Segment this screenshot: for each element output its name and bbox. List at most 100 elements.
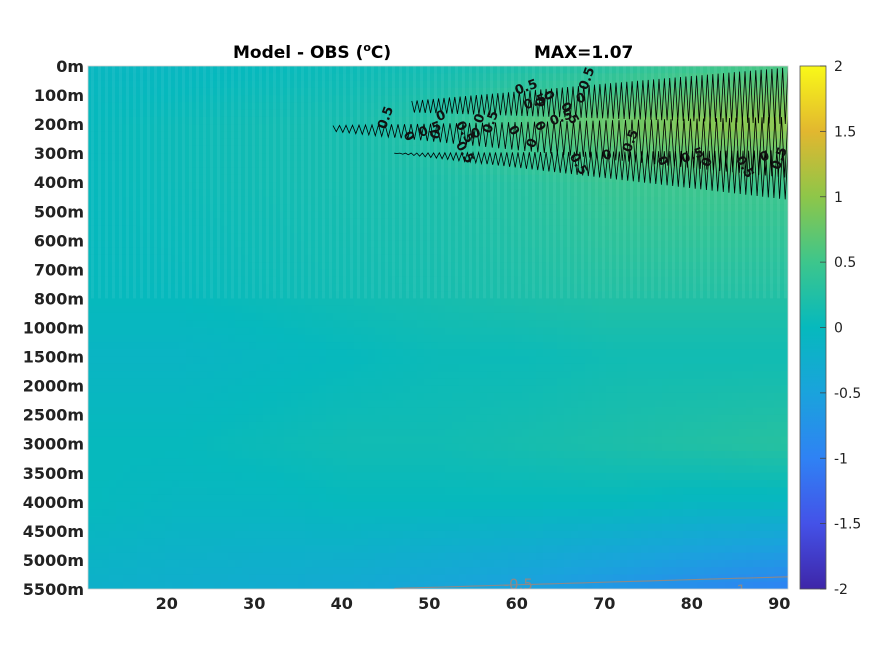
heatmap-cell <box>424 458 432 467</box>
heatmap-cell <box>186 298 194 307</box>
heatmap-cell <box>151 581 159 589</box>
heatmap-cell <box>109 552 117 561</box>
heatmap-cell <box>459 356 467 365</box>
heatmap-cell <box>284 407 292 416</box>
heatmap-cell <box>165 574 173 583</box>
heatmap-cell <box>487 312 495 321</box>
heatmap-cell <box>340 567 348 576</box>
heatmap-cell <box>235 552 243 561</box>
heatmap-cell <box>375 509 383 517</box>
heatmap-cell <box>123 516 131 525</box>
heatmap-cell <box>235 516 243 525</box>
heatmap-cell <box>445 450 453 459</box>
heatmap-cell <box>165 581 173 589</box>
heatmap-cell <box>550 450 558 459</box>
heatmap-cell <box>130 530 138 539</box>
heatmap-cell <box>193 559 201 568</box>
heatmap-cell <box>508 327 516 336</box>
heatmap-cell <box>207 501 215 510</box>
heatmap-cell <box>88 385 96 394</box>
heatmap-cell <box>88 581 96 589</box>
heatmap-cell <box>193 472 201 481</box>
heatmap-cell <box>354 523 362 532</box>
heatmap-cell <box>417 305 425 314</box>
heatmap-cell <box>319 545 327 554</box>
heatmap-cell <box>228 378 236 387</box>
heatmap-cell <box>557 392 565 401</box>
heatmap-cell <box>438 559 446 568</box>
heatmap-cell <box>256 465 264 474</box>
heatmap-cell <box>396 312 404 321</box>
heatmap-cell <box>347 320 355 329</box>
heatmap-cell <box>102 487 110 496</box>
heatmap-cell <box>536 305 544 314</box>
heatmap-cell <box>130 494 138 503</box>
heatmap-cell <box>151 356 159 365</box>
heatmap-cell <box>291 509 299 517</box>
heatmap-cell <box>396 523 404 532</box>
heatmap-cell <box>466 552 474 561</box>
heatmap-cell <box>144 530 152 539</box>
heatmap-cell <box>123 545 131 554</box>
heatmap-cell <box>459 414 467 423</box>
heatmap-cell <box>137 305 145 314</box>
heatmap-cell <box>319 450 327 459</box>
heatmap-cell <box>564 392 572 401</box>
heatmap-cell <box>326 371 334 379</box>
heatmap-cell <box>389 458 397 467</box>
heatmap-cell <box>501 363 509 372</box>
heatmap-cell <box>319 567 327 576</box>
heatmap-cell <box>95 356 103 365</box>
heatmap-cell <box>550 298 558 307</box>
heatmap-cell <box>193 363 201 372</box>
heatmap-cell <box>193 523 201 532</box>
heatmap-cell <box>102 363 110 372</box>
heatmap-cell <box>319 385 327 394</box>
heatmap-cell <box>536 320 544 329</box>
heatmap-cell <box>109 371 117 379</box>
heatmap-cell <box>438 480 446 488</box>
heatmap-cell <box>501 472 509 481</box>
heatmap-cell <box>333 421 341 430</box>
heatmap-cell <box>557 385 565 394</box>
heatmap-cell <box>319 538 327 547</box>
heatmap-cell <box>228 458 236 467</box>
heatmap-cell <box>88 552 96 561</box>
heatmap-cell <box>277 509 285 517</box>
heatmap-cell <box>263 465 271 474</box>
heatmap-cell <box>326 487 334 496</box>
heatmap-cell <box>564 516 572 525</box>
heatmap-cell <box>501 443 509 452</box>
heatmap-cell <box>305 363 313 372</box>
heatmap-cell <box>109 414 117 423</box>
heatmap-cell <box>424 371 432 379</box>
heatmap-cell <box>389 421 397 430</box>
heatmap-cell <box>256 385 264 394</box>
heatmap-cell <box>389 414 397 423</box>
heatmap-cell <box>235 342 243 350</box>
heatmap-cell <box>501 567 509 576</box>
heatmap-cell <box>123 385 131 394</box>
heatmap-cell <box>375 334 383 343</box>
heatmap-cell <box>333 501 341 510</box>
heatmap-cell <box>109 407 117 416</box>
heatmap-cell <box>508 552 516 561</box>
heatmap-cell <box>242 458 250 467</box>
heatmap-cell <box>473 305 481 314</box>
heatmap-cell <box>487 421 495 430</box>
heatmap-cell <box>186 545 194 554</box>
heatmap-cell <box>354 312 362 321</box>
heatmap-cell <box>564 523 572 532</box>
heatmap-cell <box>347 509 355 517</box>
heatmap-cell <box>550 356 558 365</box>
heatmap-cell <box>277 552 285 561</box>
heatmap-cell <box>144 429 152 438</box>
heatmap-cell <box>277 494 285 503</box>
heatmap-cell <box>242 494 250 503</box>
heatmap-cell <box>494 334 502 343</box>
heatmap-cell <box>494 429 502 438</box>
heatmap-cell <box>305 480 313 488</box>
heatmap-cell <box>270 523 278 532</box>
heatmap-cell <box>382 385 390 394</box>
heatmap-cell <box>522 327 530 336</box>
